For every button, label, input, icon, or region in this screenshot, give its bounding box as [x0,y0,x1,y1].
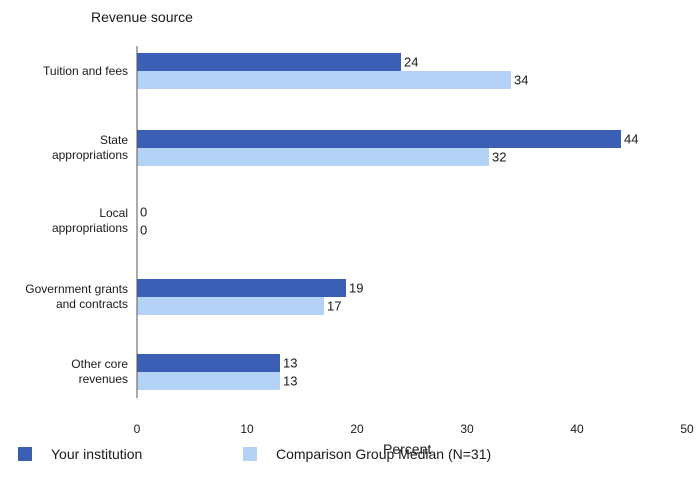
category-label-state-appropriations: State appropriations [51,133,128,162]
data-label-comparison-government-grants-and-contracts: 17 [327,299,341,314]
category-label-tuition-and-fees: Tuition and fees [43,63,128,78]
bar-institution-other-core-revenues [137,354,280,372]
bar-comparison-government-grants-and-contracts [137,297,324,315]
data-label-institution-government-grants-and-contracts: 19 [349,281,363,296]
data-label-institution-local-appropriations: 0 [140,205,147,220]
bar-comparison-state-appropriations [137,148,489,166]
x-tick-label-30: 30 [460,422,474,436]
x-tick-label-0: 0 [134,422,141,436]
data-label-institution-other-core-revenues: 13 [283,356,297,371]
bar-institution-government-grants-and-contracts [137,279,346,297]
legend-swatch-your-institution [18,447,32,461]
x-tick-label-10: 10 [240,422,254,436]
legend-label-your-institution: Your institution [51,446,143,462]
category-label-government-grants-and-contracts: Government grants and contracts [25,282,128,311]
data-label-comparison-other-core-revenues: 13 [283,374,297,389]
legend-item-your-institution: Your institution [18,443,142,465]
bar-comparison-other-core-revenues [137,372,280,390]
x-tick-label-50: 50 [680,422,694,436]
legend-swatch-comparison-median [243,447,257,461]
category-label-other-core-revenues: Other core revenues [71,357,128,386]
bar-comparison-tuition-and-fees [137,71,511,89]
data-label-institution-tuition-and-fees: 24 [404,55,418,70]
x-tick-label-40: 40 [570,422,584,436]
data-label-comparison-tuition-and-fees: 34 [514,73,528,88]
x-tick-label-20: 20 [350,422,364,436]
bar-institution-tuition-and-fees [137,53,401,71]
legend-item-comparison-median: Comparison Group Median (N=31) [243,443,491,465]
bar-institution-state-appropriations [137,130,621,148]
legend-label-comparison-median: Comparison Group Median (N=31) [276,446,492,462]
x-axis-title: Percent [383,441,432,457]
data-label-institution-state-appropriations: 44 [624,132,638,147]
data-label-comparison-state-appropriations: 32 [492,150,506,165]
category-label-local-appropriations: Local appropriations [51,206,128,235]
data-label-comparison-local-appropriations: 0 [140,223,147,238]
y-axis-title: Revenue source [91,9,193,25]
